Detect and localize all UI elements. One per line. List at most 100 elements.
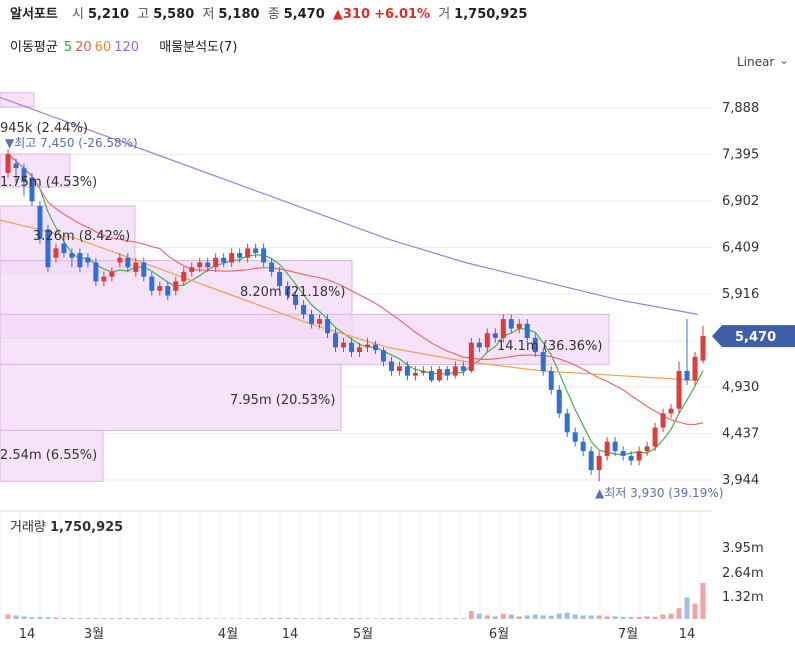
- volume-bar: [53, 617, 59, 619]
- volume-bar: [580, 615, 586, 619]
- price-tick-label: 7,395: [722, 148, 759, 163]
- volume-bar: [412, 618, 418, 619]
- volume-bar: [572, 614, 578, 619]
- ma5-label[interactable]: 5: [63, 40, 73, 55]
- candle-body: [628, 455, 634, 461]
- candle-body: [165, 286, 171, 296]
- volume-bar: [620, 616, 626, 619]
- candle-body: [596, 455, 602, 471]
- low-price-marker: ▲최저 3,930 (39.19%): [595, 486, 723, 500]
- volume-profile-toggle[interactable]: 매물분석도(7): [159, 40, 238, 55]
- volume-bar: [636, 616, 642, 619]
- volume-bar: [644, 616, 650, 619]
- change-value: ▲310: [332, 7, 371, 22]
- volume-bar: [396, 618, 402, 619]
- change-percent: +6.01%: [374, 7, 431, 22]
- volume-bar: [157, 618, 163, 619]
- candle-body: [420, 370, 426, 373]
- close-label: 종: [267, 7, 280, 22]
- candle-body: [676, 370, 682, 409]
- candle-body: [141, 262, 147, 277]
- volume-profile-label: 8.20m (21.18%): [240, 285, 345, 300]
- volume-bar: [484, 615, 490, 619]
- volume-bar: [237, 618, 243, 619]
- candle-body: [684, 370, 690, 381]
- candle-body: [556, 389, 562, 414]
- volume-bar: [404, 618, 410, 619]
- ma60-label[interactable]: 60: [94, 40, 112, 55]
- volume-bar: [37, 616, 43, 619]
- volume-bar: [245, 618, 251, 619]
- candle-body: [253, 248, 259, 254]
- candle-body: [356, 347, 362, 353]
- candle-body: [436, 369, 442, 381]
- volume-bar: [301, 618, 307, 619]
- volume-bar: [524, 615, 530, 619]
- volume-bar: [420, 618, 426, 619]
- volume-profile-bar: [0, 92, 35, 108]
- volume-bar: [261, 618, 267, 619]
- candle-body: [29, 177, 35, 202]
- price-tick-label: 5,916: [722, 287, 759, 302]
- time-tick-label: 3월: [84, 627, 104, 642]
- candle-body: [412, 372, 418, 376]
- volume-tick-label: 1.32m: [722, 590, 764, 605]
- ma120-line: [0, 96, 698, 315]
- price-tick-label: 4,437: [722, 427, 759, 442]
- indicator-bar: 이동평균 5 20 60 120 매물분석도(7): [10, 36, 243, 55]
- time-tick-label: 14: [19, 627, 36, 642]
- candle-body: [317, 319, 323, 324]
- moving-average-toggle[interactable]: 이동평균: [10, 40, 58, 55]
- candle-body: [692, 356, 698, 381]
- candle-body: [580, 441, 586, 452]
- scale-mode-select[interactable]: Linear: [737, 55, 775, 69]
- volume-bar: [269, 618, 275, 619]
- volume-bar: [508, 614, 514, 619]
- price-tick-label: 7,888: [722, 101, 759, 116]
- candle-body: [205, 262, 211, 268]
- candle-body: [333, 333, 339, 348]
- volume-bar: [117, 618, 123, 619]
- candle-body: [444, 369, 450, 376]
- candle-body: [500, 319, 506, 338]
- volume-bar: [349, 618, 355, 619]
- high-price-marker: ▼최고 7,450 (-26.58%): [5, 136, 138, 150]
- price-tick-label: 6,409: [722, 241, 759, 256]
- candle-body: [245, 248, 251, 258]
- ma60-line: [0, 219, 698, 381]
- volume-bar: [45, 617, 51, 619]
- volume-bar: [165, 618, 171, 619]
- candle-body: [261, 248, 267, 263]
- volume-bar: [436, 618, 442, 619]
- candle-body: [109, 271, 115, 277]
- candle-body: [516, 323, 522, 329]
- price-tick-label: 6,902: [722, 194, 759, 209]
- volume-bar: [229, 618, 235, 619]
- volume-bar: [492, 616, 498, 619]
- open-label: 시: [71, 7, 84, 22]
- volume-bar: [676, 608, 682, 619]
- volume-bar: [700, 583, 706, 619]
- candle-body: [229, 253, 235, 263]
- candle-body: [700, 336, 706, 361]
- candle-body: [149, 276, 155, 291]
- ma120-label[interactable]: 120: [114, 40, 140, 55]
- volume-bar: [293, 618, 299, 619]
- candle-body: [37, 205, 43, 239]
- volume-bar: [173, 618, 179, 619]
- candle-body: [101, 276, 107, 282]
- candle-body: [452, 366, 458, 376]
- candle-body: [564, 413, 570, 433]
- candle-body: [524, 323, 530, 338]
- ma20-line: [7, 153, 704, 426]
- volume-bar: [428, 618, 434, 619]
- time-tick-label: 14: [282, 627, 299, 642]
- volume-bar: [93, 618, 99, 619]
- chevron-down-icon[interactable]: ⌄: [779, 53, 790, 67]
- candle-body: [125, 257, 131, 268]
- volume-profile-bar: [0, 313, 610, 365]
- volume-bar: [189, 618, 195, 619]
- ma20-label[interactable]: 20: [75, 40, 92, 55]
- candle-body: [388, 361, 394, 371]
